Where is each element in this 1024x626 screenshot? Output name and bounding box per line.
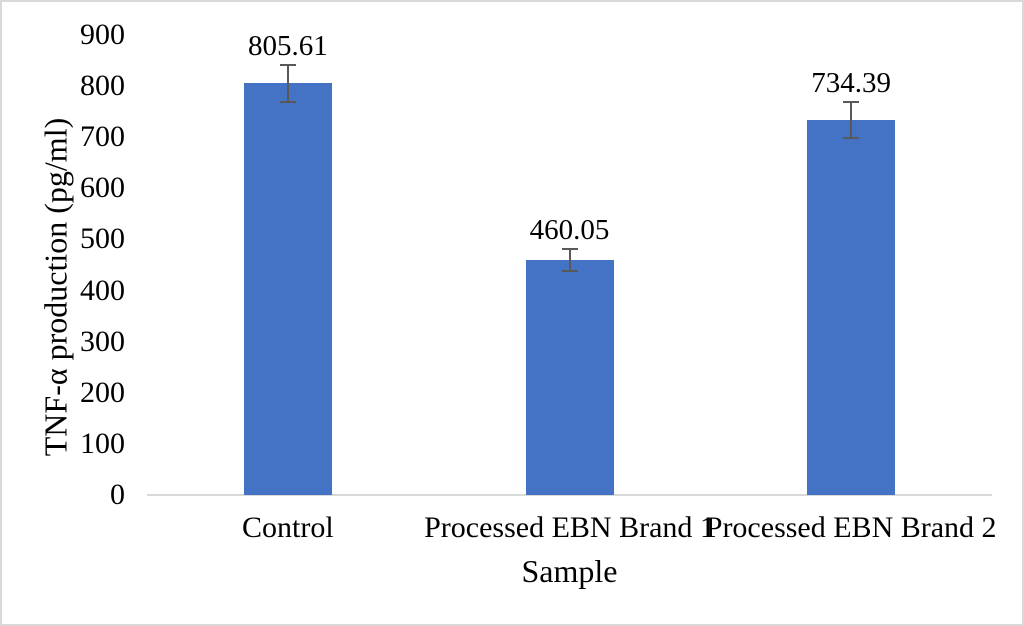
error-bar-cap: [843, 136, 860, 139]
error-bar-cap: [561, 248, 578, 251]
error-bar-cap: [279, 63, 296, 66]
y-tick-label: 0: [110, 478, 125, 511]
x-category-label: Processed EBN Brand 1: [424, 511, 715, 544]
bar: [243, 83, 332, 495]
bar-data-label: 734.39: [811, 66, 892, 99]
y-tick-label: 300: [80, 324, 125, 358]
error-bar-line: [850, 100, 853, 139]
error-bar-line: [568, 248, 571, 272]
bar-data-label: 460.05: [529, 214, 610, 247]
y-tick-label: 200: [80, 375, 125, 409]
bar-data-label: 805.61: [247, 29, 328, 62]
y-tick-label: 700: [80, 120, 125, 154]
x-axis-title: Sample: [521, 553, 618, 589]
bar: [807, 119, 896, 495]
y-tick-label: 600: [80, 171, 125, 205]
error-bar-line: [286, 63, 289, 103]
x-category-label: Processed EBN Brand 2: [705, 511, 997, 544]
y-tick-label: 900: [80, 18, 125, 51]
y-tick-label: 500: [80, 222, 125, 256]
bar: [525, 259, 614, 495]
y-tick-label: 400: [80, 273, 125, 307]
y-tick-label: 800: [80, 69, 125, 103]
error-bar-cap: [279, 100, 296, 103]
x-axis-line: [147, 494, 992, 496]
x-category-label: Control: [241, 511, 334, 544]
y-tick-label: 100: [80, 426, 125, 460]
error-bar-cap: [561, 269, 578, 272]
error-bar-cap: [843, 100, 860, 103]
